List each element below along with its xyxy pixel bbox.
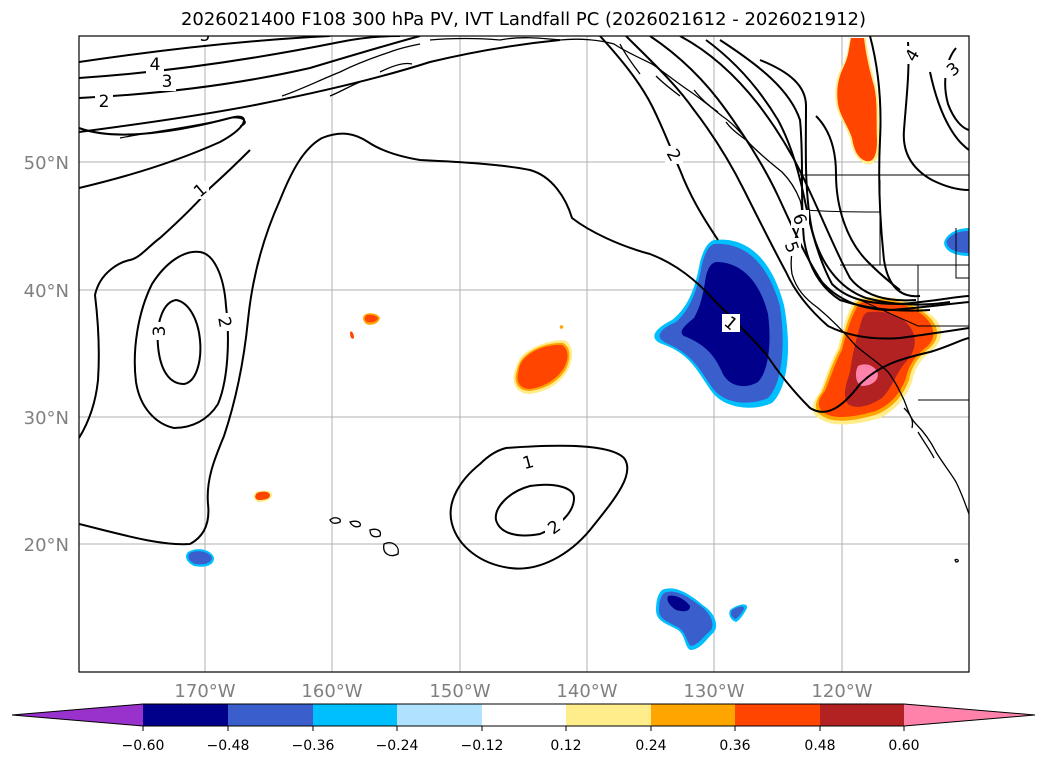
ivt-negative-anomaly-idaho xyxy=(944,228,969,256)
colorbar-segment xyxy=(735,704,820,726)
colorbar-extend-high xyxy=(904,704,1035,726)
colorbar-tick-label: 0.24 xyxy=(635,738,666,754)
colorbar-tick-label: −0.48 xyxy=(207,738,250,754)
lon-label-150w: 150°W xyxy=(429,681,490,702)
lat-label-50n: 50°N xyxy=(24,153,69,174)
longitude-labels: 170°W 160°W 150°W 140°W 130°W 120°W xyxy=(174,681,872,702)
pv-contour-labels: 5 4 3 2 1 3 2 1 2 2 6 5 4 3 xyxy=(95,26,964,539)
colorbar-segment xyxy=(313,704,397,726)
map-title: 2026021400 F108 300 hPa PV, IVT Landfall… xyxy=(180,9,867,30)
colorbar-segment xyxy=(143,704,228,726)
lon-label-120w: 120°W xyxy=(811,681,872,702)
colorbar-segment xyxy=(651,704,735,726)
ivt-positive-anomaly-alaska xyxy=(835,38,880,165)
lat-label-20n: 20°N xyxy=(24,535,69,556)
colorbar-segment xyxy=(397,704,482,726)
map-frame xyxy=(78,35,970,673)
pv-label: 5 xyxy=(200,26,211,46)
map-area: 5 4 3 2 1 3 2 1 2 2 6 5 4 3 xyxy=(79,26,969,672)
gridlines xyxy=(79,36,969,672)
pv-label: 3 xyxy=(162,72,173,92)
lon-label-170w: 170°W xyxy=(174,681,235,702)
colorbar: −0.60 −0.48 −0.36 −0.24 −0.12 0.12 0.24 … xyxy=(11,703,1036,754)
ivt-negative-anomaly-west xyxy=(186,549,214,567)
pv-label: 2 xyxy=(213,315,235,329)
colorbar-segment xyxy=(482,704,566,726)
colorbar-segment xyxy=(820,704,904,726)
pv-label: 3 xyxy=(150,326,170,337)
colorbar-tick-label: 0.36 xyxy=(719,738,750,754)
lon-label-130w: 130°W xyxy=(683,681,744,702)
colorbar-tick-label: 0.48 xyxy=(804,738,835,754)
colorbar-tick-label: 0.12 xyxy=(550,738,581,754)
pv-label: 2 xyxy=(99,92,110,112)
colorbar-extend-low xyxy=(12,704,143,726)
colorbar-tick-label: −0.36 xyxy=(292,738,335,754)
colorbar-segment xyxy=(566,704,651,726)
latitude-labels: 50°N 40°N 30°N 20°N xyxy=(24,153,69,556)
lon-label-140w: 140°W xyxy=(556,681,617,702)
lat-label-30n: 30°N xyxy=(24,408,69,429)
colorbar-tick-label: 0.60 xyxy=(888,738,919,754)
colorbar-tick-label: −0.12 xyxy=(461,738,504,754)
colorbar-segment xyxy=(228,704,313,726)
pv-contours xyxy=(79,36,969,570)
ivt-positive-anomaly-central xyxy=(253,313,573,502)
colorbar-tick-label: −0.60 xyxy=(122,738,165,754)
lon-label-160w: 160°W xyxy=(301,681,362,702)
colorbar-ticks xyxy=(142,726,905,731)
ivt-positive-anomaly-california xyxy=(812,296,942,425)
pv-label: 1 xyxy=(520,452,536,474)
pv-label: 4 xyxy=(150,55,161,75)
lat-label-40n: 40°N xyxy=(24,281,69,302)
colorbar-tick-label: −0.24 xyxy=(376,738,419,754)
ivt-negative-anomaly-south xyxy=(656,588,748,650)
